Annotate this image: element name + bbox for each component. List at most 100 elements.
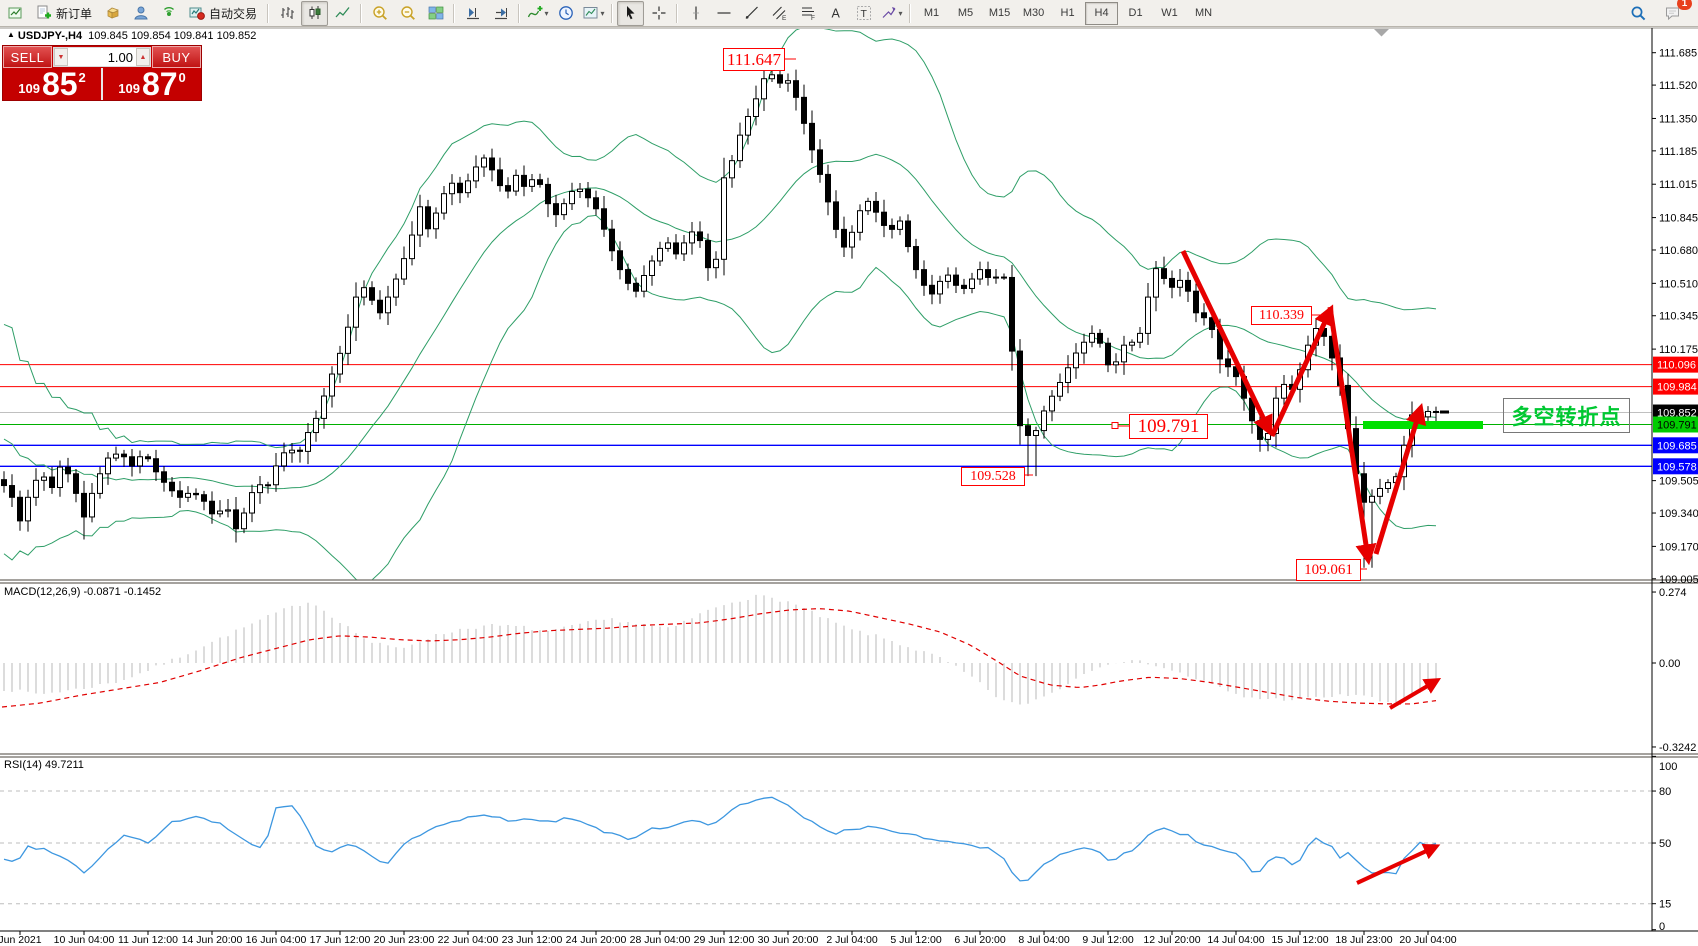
arrows-button[interactable]: ▾ (878, 1, 905, 26)
one-click-trading-panel: SELL ▼ ▲ BUY 109 85 2 109 87 0 (2, 45, 202, 101)
templates-button[interactable]: ▾ (580, 1, 607, 26)
toolbar-separator (676, 3, 679, 23)
expert-advisors-icon[interactable] (99, 1, 126, 26)
signals-icon[interactable] (155, 1, 182, 26)
autotrading-button[interactable]: 自动交易 (183, 1, 263, 26)
time-tick: 14 Jul 04:00 (1207, 934, 1264, 946)
fibonacci-button[interactable]: F (794, 1, 821, 26)
timeframe-m1-button[interactable]: M1 (923, 7, 940, 19)
timeframe-m5-button[interactable]: M5 (957, 7, 974, 19)
price-label-109528[interactable]: 109.528 (961, 467, 1025, 486)
sell-button[interactable]: SELL (3, 46, 52, 68)
candlestick-chart-button[interactable] (301, 0, 329, 26)
price-label-109061[interactable]: 109.061 (1296, 559, 1361, 581)
auto-scroll-button[interactable] (459, 1, 486, 26)
timeframe-h4-button[interactable]: H4 (1085, 1, 1119, 25)
toolbar-separator (453, 3, 456, 23)
crosshair-button[interactable] (645, 1, 672, 26)
horizontal-line-button[interactable] (710, 1, 737, 26)
price-panel[interactable] (0, 27, 1652, 584)
line-chart-button[interactable] (329, 1, 356, 26)
macd-up-arrow[interactable] (1388, 678, 1442, 710)
green-highlight-bar[interactable] (1363, 421, 1483, 429)
vertical-line-button[interactable] (682, 1, 709, 26)
channel-button[interactable]: E (766, 1, 793, 26)
search-icon[interactable] (1624, 1, 1651, 26)
price-badge (1653, 416, 1698, 433)
timeframe-mn-button[interactable]: MN (1194, 7, 1213, 19)
time-tick: 23 Jun 12:00 (502, 934, 563, 946)
macd-scale-tick: -0.3242 (1659, 742, 1696, 754)
macd-name: MACD(12,26,9) (4, 586, 81, 598)
rsi-panel[interactable] (0, 790, 1652, 905)
volume-down-button[interactable]: ▼ (54, 48, 68, 66)
chart-shift-marker[interactable] (1374, 29, 1389, 37)
zoom-out-button[interactable] (394, 1, 421, 26)
volume-up-button[interactable]: ▲ (136, 48, 150, 66)
zoom-in-button[interactable] (366, 1, 393, 26)
timeframe-w1-button[interactable]: W1 (1161, 7, 1178, 19)
bollinger-lower-band (3, 214, 1437, 580)
toolbar-right-group: 1 (1624, 0, 1696, 26)
periods-button[interactable] (552, 1, 579, 26)
svg-text:T: T (860, 8, 867, 20)
price-badge (1653, 378, 1698, 395)
trendline-button[interactable] (738, 1, 765, 26)
rsi-up-arrow[interactable] (1356, 843, 1441, 885)
time-tick: 20 Jul 04:00 (1399, 934, 1456, 946)
price-label-111647[interactable]: 111.647 (723, 48, 785, 71)
buy-button[interactable]: BUY (152, 46, 201, 68)
zigzag-arrow-leg-1[interactable] (1180, 249, 1273, 437)
rsi-scale-tick: 15 (1659, 899, 1671, 911)
time-tick: 12 Jul 20:00 (1143, 934, 1200, 946)
timeframe-h1-button[interactable]: H1 (1060, 7, 1075, 19)
notifications-icon[interactable]: 1 (1659, 0, 1692, 26)
macd-indicator-label: MACD(12,26,9) -0.0871 -0.1452 (4, 586, 161, 598)
price-badge (1653, 356, 1698, 373)
price-label-109791[interactable]: 109.791 (1129, 414, 1208, 439)
label-anchor-square (1111, 422, 1119, 429)
indicators-button[interactable]: ▾ (524, 1, 551, 26)
price-tick: 111.685 (1659, 48, 1697, 60)
price-tick: 111.520 (1659, 80, 1697, 92)
market-watch-icon[interactable] (127, 1, 154, 26)
top-toolbar: 新订单 自动交易 ▾ ▾ E F A T ▾ M1 M5 M15 M30 H1 H4 D1 W1 MN 1 (0, 0, 1698, 27)
bid-prefix: 109 (18, 81, 40, 96)
text-button[interactable]: A (822, 1, 849, 26)
macd-panel[interactable] (1, 594, 1442, 710)
volume-input[interactable] (68, 48, 136, 66)
timeframe-m30-button[interactable]: M30 (1022, 7, 1045, 19)
svg-text:E: E (782, 15, 787, 21)
chart-window-icon[interactable] (2, 1, 29, 26)
price-badge (1653, 458, 1698, 475)
new-order-button[interactable]: 新订单 (30, 1, 98, 26)
time-tick: 29 Jun 12:00 (694, 934, 755, 946)
rsi-scale-tick: 80 (1659, 786, 1671, 798)
time-tick: 17 Jun 12:00 (310, 934, 371, 946)
cursor-button[interactable] (617, 0, 645, 26)
price-axis[interactable]: 111.685 111.520 111.350 111.185 111.015 110.8… (1651, 28, 1698, 933)
chart-title-icon: ▲ (7, 30, 15, 39)
macd-scale-tick: 0.00 (1659, 658, 1680, 670)
price-tick: 109.005 (1659, 574, 1698, 586)
ask-price[interactable]: 109 87 0 (103, 68, 201, 100)
bar-chart-button[interactable] (273, 1, 300, 26)
price-tick: 111.015 (1659, 179, 1697, 191)
zigzag-arrow-leg-4[interactable] (1373, 402, 1427, 555)
price-label-110339[interactable]: 110.339 (1251, 306, 1312, 325)
timeframe-m15-button[interactable]: M15 (988, 7, 1011, 19)
time-tick: 11 Jun 12:00 (118, 934, 178, 946)
timeframe-d1-button[interactable]: D1 (1128, 7, 1143, 19)
tile-windows-button[interactable] (422, 1, 449, 26)
price-tick: 110.845 (1659, 213, 1698, 225)
text-label-button[interactable]: T (850, 1, 877, 26)
chart-shift-button[interactable] (487, 1, 514, 26)
time-tick: 5 Jul 12:00 (890, 934, 942, 946)
zigzag-arrow-leg-3[interactable] (1327, 306, 1377, 566)
time-axis[interactable]: Jun 2021 10 Jun 04:00 11 Jun 12:00 14 Jun 2… (0, 930, 1698, 946)
current-price-marker (1440, 410, 1449, 414)
bull-bear-turning-point-note[interactable]: 多空转折点 (1503, 398, 1630, 433)
zigzag-arrow-leg-2[interactable] (1269, 304, 1334, 438)
bid-price[interactable]: 109 85 2 (3, 68, 101, 100)
